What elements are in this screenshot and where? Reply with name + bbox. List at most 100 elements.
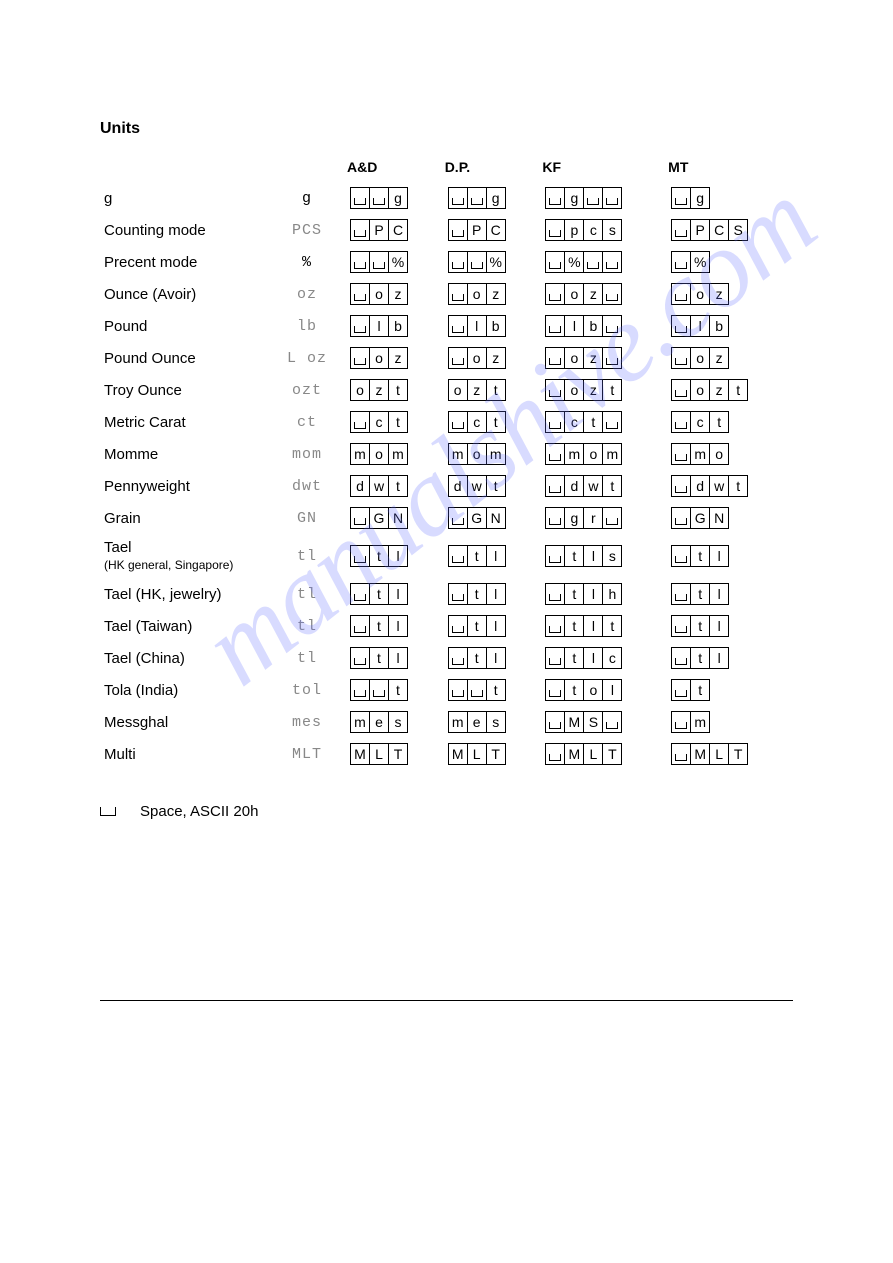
- char-box: t: [486, 411, 506, 433]
- header-mt: MT: [667, 158, 793, 179]
- char-box: [350, 507, 370, 529]
- unit-label: g: [100, 185, 268, 211]
- space-glyph-icon: [100, 807, 116, 816]
- char-box: S: [583, 711, 603, 733]
- char-box: [545, 679, 565, 701]
- char-box: T: [388, 743, 408, 765]
- char-box: [671, 679, 691, 701]
- char-box: o: [369, 347, 389, 369]
- char-box: e: [467, 711, 487, 733]
- unit-symbol: mes: [268, 709, 346, 735]
- char-box: l: [709, 647, 729, 669]
- char-box: [467, 187, 487, 209]
- char-box: M: [448, 743, 468, 765]
- char-box: r: [583, 507, 603, 529]
- char-box: [369, 679, 389, 701]
- footnote-text: Space, ASCII 20h: [140, 803, 258, 820]
- char-box: s: [602, 219, 622, 241]
- char-box: m: [448, 443, 468, 465]
- char-box: [545, 711, 565, 733]
- char-box: S: [728, 219, 748, 241]
- char-boxes: tl: [350, 545, 408, 567]
- char-boxes: g: [350, 187, 408, 209]
- boxes-mt: tl: [667, 537, 793, 575]
- char-box: t: [486, 679, 506, 701]
- unit-label: Tola (India): [100, 677, 268, 703]
- boxes-kf: oz: [541, 281, 667, 307]
- boxes-ad: GN: [346, 505, 444, 531]
- header-kf: KF: [541, 158, 667, 179]
- char-box: [545, 743, 565, 765]
- boxes-dp: ozt: [444, 377, 542, 403]
- char-box: t: [690, 583, 710, 605]
- table-row: Tael (HK, jewelry)tltltltlhtl: [100, 581, 793, 607]
- unit-symbol: %: [268, 249, 346, 275]
- char-box: o: [583, 679, 603, 701]
- char-boxes: MLT: [671, 743, 748, 765]
- char-box: [602, 187, 622, 209]
- char-boxes: tl: [350, 583, 408, 605]
- boxes-dp: tl: [444, 645, 542, 671]
- char-box: c: [690, 411, 710, 433]
- boxes-ad: %: [346, 249, 444, 275]
- boxes-ad: oz: [346, 281, 444, 307]
- char-box: l: [388, 615, 408, 637]
- char-box: l: [564, 315, 584, 337]
- char-box: [369, 251, 389, 273]
- boxes-ad: ozt: [346, 377, 444, 403]
- char-boxes: tlc: [545, 647, 622, 669]
- char-box: l: [486, 615, 506, 637]
- char-box: t: [728, 379, 748, 401]
- char-box: [545, 507, 565, 529]
- char-box: [369, 187, 389, 209]
- boxes-dp: tl: [444, 537, 542, 575]
- table-row: Ounce (Avoir)ozozozozoz: [100, 281, 793, 307]
- char-box: s: [602, 545, 622, 567]
- char-box: b: [709, 315, 729, 337]
- boxes-dp: PC: [444, 217, 542, 243]
- boxes-dp: t: [444, 677, 542, 703]
- char-boxes: tl: [448, 647, 506, 669]
- char-box: [545, 615, 565, 637]
- boxes-kf: g: [541, 185, 667, 211]
- char-box: l: [486, 583, 506, 605]
- char-box: o: [564, 283, 584, 305]
- char-box: C: [486, 219, 506, 241]
- boxes-dp: oz: [444, 281, 542, 307]
- char-box: N: [709, 507, 729, 529]
- char-boxes: dwt: [448, 475, 506, 497]
- char-box: m: [602, 443, 622, 465]
- char-boxes: ct: [448, 411, 506, 433]
- char-boxes: tls: [545, 545, 622, 567]
- char-box: [448, 283, 468, 305]
- char-boxes: dwt: [671, 475, 748, 497]
- char-box: o: [690, 283, 710, 305]
- char-boxes: oz: [671, 347, 729, 369]
- char-box: [448, 545, 468, 567]
- char-box: z: [486, 283, 506, 305]
- char-box: t: [467, 583, 487, 605]
- char-boxes: tl: [671, 647, 729, 669]
- char-boxes: MLT: [448, 743, 506, 765]
- char-box: [448, 219, 468, 241]
- boxes-kf: dwt: [541, 473, 667, 499]
- char-box: o: [448, 379, 468, 401]
- char-box: [545, 251, 565, 273]
- char-box: c: [583, 219, 603, 241]
- boxes-kf: tlh: [541, 581, 667, 607]
- boxes-ad: dwt: [346, 473, 444, 499]
- char-boxes: ct: [545, 411, 622, 433]
- char-box: m: [564, 443, 584, 465]
- char-box: C: [388, 219, 408, 241]
- char-boxes: lb: [448, 315, 506, 337]
- char-box: b: [583, 315, 603, 337]
- unit-label: Grain: [100, 505, 268, 531]
- unit-symbol: tol: [268, 677, 346, 703]
- char-box: e: [369, 711, 389, 733]
- char-boxes: tl: [671, 615, 729, 637]
- char-boxes: dwt: [350, 475, 408, 497]
- char-boxes: gr: [545, 507, 622, 529]
- char-box: z: [709, 347, 729, 369]
- char-box: l: [690, 315, 710, 337]
- char-boxes: t: [671, 679, 710, 701]
